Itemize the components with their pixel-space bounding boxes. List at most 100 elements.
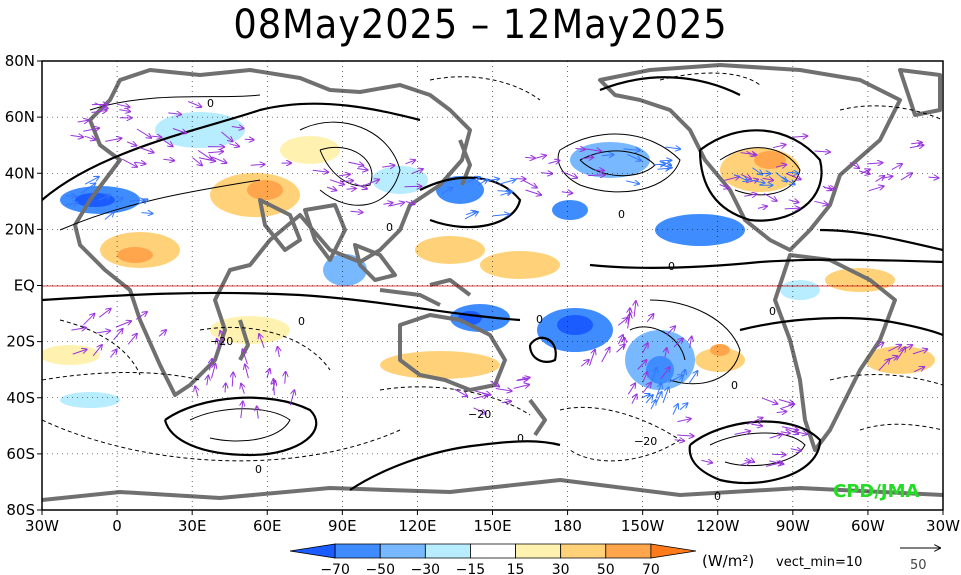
colorbar-label: −50 bbox=[365, 562, 395, 575]
vector-arrow bbox=[522, 179, 537, 188]
vector-arrow bbox=[243, 349, 248, 365]
vector-arrow bbox=[211, 156, 227, 163]
vector-arrow bbox=[241, 402, 243, 419]
colorbar-swatch bbox=[379, 543, 426, 559]
vector-arrow bbox=[674, 440, 685, 441]
vector-arrow bbox=[580, 360, 589, 367]
vector-arrow bbox=[163, 140, 173, 147]
vector-arrow bbox=[776, 411, 787, 412]
vector-arrow bbox=[785, 428, 799, 434]
chart-title: 08May2025 – 12May2025 bbox=[233, 2, 728, 48]
contour-label: 0 bbox=[298, 315, 305, 328]
contour-label: 0 bbox=[536, 313, 543, 326]
vector-arrow bbox=[441, 188, 453, 194]
vector-arrow bbox=[72, 349, 87, 355]
vector-arrow bbox=[454, 388, 468, 396]
vector-arrow bbox=[665, 147, 680, 149]
lon-tick-label: 0 bbox=[112, 517, 122, 535]
vector-arrow bbox=[83, 314, 95, 326]
vector-arrow bbox=[346, 188, 356, 189]
vector-arrow bbox=[757, 206, 767, 208]
lon-tick-label: 120W bbox=[696, 517, 740, 535]
vector-arrow bbox=[891, 164, 902, 171]
vector-arrow bbox=[485, 179, 499, 181]
vector-arrow bbox=[98, 195, 111, 201]
vector-arrow bbox=[751, 424, 763, 426]
vector-arrow bbox=[752, 167, 763, 175]
vector-arrow bbox=[535, 155, 546, 158]
vector-arrow bbox=[492, 214, 510, 216]
vector-arrow bbox=[561, 170, 577, 177]
vector-arrow bbox=[241, 384, 244, 394]
vector-arrow bbox=[814, 201, 827, 204]
vector-arrow bbox=[741, 462, 750, 465]
vector-arrow bbox=[875, 343, 884, 349]
latitude-axis: 80N 60N 40N 20N EQ 20S 40S 60S 80S bbox=[5, 52, 42, 519]
vector-arrow bbox=[645, 395, 653, 404]
vector-arrow bbox=[127, 334, 137, 345]
vector-arrow bbox=[653, 164, 665, 165]
vector-arrow bbox=[561, 192, 573, 194]
vector-arrow bbox=[665, 348, 667, 358]
vector-arrow bbox=[575, 148, 584, 149]
lon-tick-label: 90E bbox=[328, 517, 357, 535]
contour-label: −20 bbox=[210, 335, 233, 348]
vector-arrow bbox=[348, 162, 363, 165]
vector-arrow bbox=[383, 203, 392, 205]
vector-arrow bbox=[588, 175, 605, 176]
vector-arrow bbox=[673, 338, 683, 348]
vector-arrow bbox=[326, 187, 336, 190]
contour-label: 0 bbox=[517, 432, 524, 445]
vector-arrow bbox=[135, 312, 147, 320]
vector-arrow bbox=[516, 379, 528, 381]
vector-arrow bbox=[114, 198, 123, 204]
vector-arrow bbox=[129, 200, 144, 201]
vector-arrow bbox=[229, 144, 240, 147]
vector-arrow bbox=[339, 174, 350, 176]
vector-arrow bbox=[91, 111, 107, 113]
lon-tick-label: 30W bbox=[25, 517, 59, 535]
vector-arrow bbox=[733, 174, 748, 181]
vector-arrow bbox=[769, 434, 783, 439]
vector-arrow bbox=[642, 372, 647, 383]
lon-tick-label: 90W bbox=[776, 517, 810, 535]
contour-label: −20 bbox=[468, 408, 491, 421]
vector-arrow bbox=[136, 128, 151, 138]
vector-arrow bbox=[104, 212, 114, 220]
lat-tick-label: EQ bbox=[14, 277, 35, 295]
vector-arrow bbox=[784, 208, 800, 209]
contour-label: 0 bbox=[618, 208, 625, 221]
vector-arrow bbox=[232, 373, 233, 387]
vect-min-label: vect_min=10 bbox=[776, 555, 862, 570]
vector-arrow bbox=[329, 179, 344, 185]
vector-arrow bbox=[245, 365, 249, 379]
vector-arrow bbox=[667, 375, 682, 383]
vector-arrow bbox=[84, 177, 99, 185]
vector-arrow bbox=[312, 170, 329, 172]
vector-arrow bbox=[601, 348, 610, 363]
vector-arrow bbox=[634, 301, 636, 317]
vector-arrow bbox=[650, 400, 656, 410]
vector-arrow bbox=[495, 389, 512, 392]
vector-arrow bbox=[405, 201, 415, 204]
longitude-axis: 30W 0 30E 60E 90E 120E 150E 180 150W 120W 90W 60W 30… bbox=[25, 510, 960, 535]
vector-arrow bbox=[626, 181, 639, 184]
vector-arrow bbox=[814, 151, 830, 152]
colorbar-swatch bbox=[334, 543, 381, 559]
vector-arrow bbox=[747, 418, 762, 425]
vector-arrow bbox=[168, 113, 181, 115]
colorbar-swatch bbox=[560, 543, 607, 559]
vector-arrow bbox=[677, 419, 690, 422]
lat-tick-label: 40N bbox=[5, 164, 35, 182]
vector-arrow bbox=[357, 169, 367, 171]
lat-tick-label: 80S bbox=[6, 501, 35, 519]
colorbar-swatch bbox=[289, 543, 336, 559]
vector-arrow bbox=[71, 328, 86, 331]
vector-arrow bbox=[690, 337, 692, 348]
colorbar-label: −30 bbox=[411, 562, 441, 575]
vector-arrow bbox=[70, 135, 83, 137]
vector-arrow bbox=[244, 139, 254, 140]
contour-label: 0 bbox=[255, 463, 262, 476]
colorbar-label: −70 bbox=[320, 562, 350, 575]
contour-label: 0 bbox=[668, 260, 675, 273]
